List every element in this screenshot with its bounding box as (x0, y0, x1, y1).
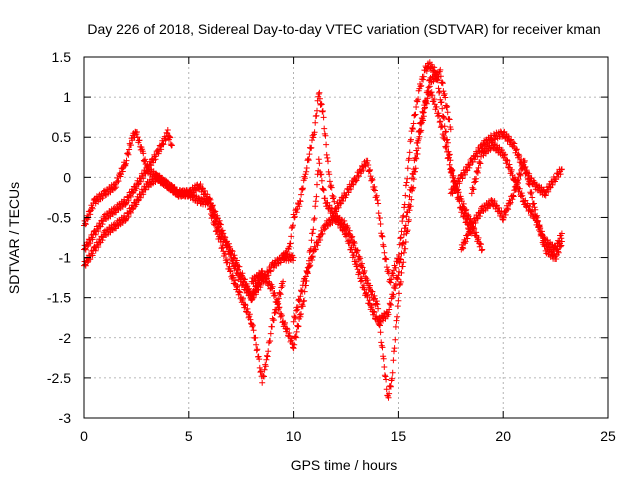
y-tick-label: -3 (59, 410, 72, 426)
series-marker-path (458, 157, 565, 262)
y-tick-label: -2.5 (47, 370, 71, 386)
series-track-5 (248, 83, 475, 401)
y-tick-label: -2 (59, 330, 72, 346)
series-track-6 (280, 59, 486, 286)
series-track-2 (81, 127, 175, 253)
axis-ticks (83, 56, 609, 419)
x-tick-label: 25 (600, 428, 616, 444)
series-marker-path (206, 205, 287, 386)
data-marks (81, 59, 565, 401)
y-tick-label: -0.5 (47, 209, 71, 225)
x-axis-label: GPS time / hours (291, 457, 398, 473)
x-tick-label: 0 (80, 428, 88, 444)
x-tick-label: 15 (391, 428, 407, 444)
y-tick-label: -1.5 (47, 290, 71, 306)
series-track-7 (290, 66, 454, 327)
x-tick-label: 10 (286, 428, 302, 444)
chart-title: Day 226 of 2018, Sidereal Day-to-day VTE… (87, 21, 600, 37)
grid (84, 57, 608, 418)
series-marker-path (280, 59, 486, 286)
tick-labels: 0 5 10 15 20 25 -3 -2.5 -2 -1.5 -1 -0.5 0 0.5 1 1.5 (47, 49, 616, 444)
x-tick-label: 20 (495, 428, 511, 444)
series-marker-path (81, 127, 175, 253)
y-tick-label: -1 (59, 250, 72, 266)
y-tick-label: 1.5 (52, 49, 72, 65)
series-marker-path (248, 83, 475, 401)
y-tick-label: 0.5 (52, 129, 72, 145)
y-tick-label: 0 (63, 169, 71, 185)
plot-frame (83, 56, 609, 419)
y-axis-label: SDTVAR / TECUs (6, 182, 22, 294)
y-tick-label: 1 (63, 89, 71, 105)
x-tick-label: 5 (185, 428, 193, 444)
series-track-10 (458, 157, 565, 262)
series-marker-path (290, 66, 454, 327)
series-track-4 (206, 205, 287, 386)
